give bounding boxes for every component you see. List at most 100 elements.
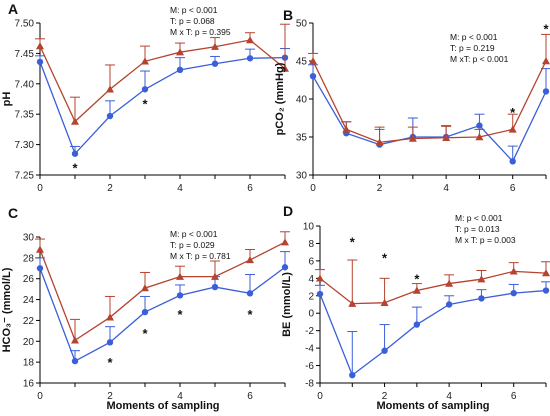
- panel-c-xtick-label: 6: [247, 391, 253, 402]
- panel-c-stat-line: M x T: p = 0.781: [170, 251, 231, 261]
- panel-d-ytick-label: 8: [308, 239, 314, 250]
- panel-d-ytick-label: 6: [308, 256, 314, 267]
- panel-d-ytick-label: 10: [303, 222, 315, 233]
- panel-c-stat-line: T: p = 0.029: [170, 240, 215, 250]
- panel-c-blue-point: [176, 292, 184, 299]
- panel-d-red-point: [477, 275, 486, 283]
- panel-c-ytick-label: 16: [23, 379, 35, 390]
- panel-b-significance-star: *: [510, 105, 516, 120]
- panel-d-blue-point: [542, 287, 550, 294]
- panel-b-ytick-label: 30: [296, 171, 308, 182]
- panel-b-significance-star: *: [543, 21, 549, 36]
- panel-a-stat-line: T: p = 0.068: [170, 16, 215, 26]
- panel-c-red-point: [141, 284, 149, 292]
- panel-a-red-point: [141, 57, 149, 65]
- panel-a-ytick-label: 7.25: [15, 171, 35, 182]
- panel-b-xtick-label: 4: [443, 183, 449, 194]
- panel-d-xtick-label: 6: [511, 391, 517, 402]
- panel-c-red-point: [246, 255, 254, 264]
- panel-d-red-point: [509, 267, 518, 275]
- panel-b-stat-line: M xT: p < 0.001: [450, 54, 509, 64]
- panel-c-red-point: [36, 245, 44, 253]
- panel-a-blue-point: [71, 150, 79, 157]
- panel-c-ytick-label: 18: [23, 358, 35, 369]
- panel-d-red-point: [348, 299, 357, 307]
- panel-c-blue-point: [211, 283, 219, 291]
- panel-c-ytick-label: 22: [23, 316, 35, 327]
- panel-d-blue-point: [381, 347, 388, 354]
- panel-d-ytick-label: 2: [308, 291, 314, 302]
- panel-a-ytick-label: 7.30: [15, 140, 35, 151]
- panel-d-stat-line: M: p < 0.001: [455, 213, 503, 223]
- panel-d-red-point: [316, 274, 324, 282]
- panel-d-ytick-label: 4: [308, 274, 314, 285]
- panel-c-ytick-label: 30: [23, 233, 35, 244]
- panel-c-xtick-label: 0: [37, 391, 43, 402]
- panel-b-stat-line: T: p = 0.219: [450, 43, 495, 53]
- panel-a-stat-line: M x T: p = 0.395: [170, 27, 231, 37]
- panel-b-xtick-label: 6: [510, 183, 516, 194]
- panel-c-significance-star: *: [177, 307, 183, 322]
- panel-d-red-point: [542, 269, 550, 277]
- panel-d-blue-point: [510, 289, 517, 297]
- panel-b-blue-point: [476, 122, 483, 129]
- panel-b-red-point: [442, 133, 451, 141]
- panel-d-ytick-label: 0: [308, 309, 314, 320]
- panel-c-label: C: [8, 205, 18, 221]
- panel-c-blue-point: [36, 265, 44, 272]
- panel-c-stat-line: M: p < 0.001: [170, 229, 218, 239]
- panel-b-red-point: [542, 57, 550, 65]
- panel-d-blue-point: [445, 301, 453, 308]
- panel-d-stat-line: M x T: p = 0.003: [455, 235, 516, 245]
- panel-b-ytick-label: 40: [296, 95, 308, 106]
- panel-b-red-point: [375, 138, 384, 146]
- panel-d-red-line: [319, 270, 547, 305]
- panel-c-y-axis-title: HCO₃⁻ (mmol/L): [1, 267, 13, 352]
- panel-d-blue-point: [413, 321, 421, 328]
- panel-c-ytick-label: 28: [23, 253, 35, 264]
- panel-b-xtick-label: 0: [310, 183, 316, 194]
- panel-d-significance-star: *: [414, 271, 420, 286]
- panel-a-ytick-label: 7.45: [15, 49, 35, 60]
- panel-a-red-point: [71, 117, 79, 125]
- panel-a-red-point: [281, 64, 289, 72]
- panel-d-blue-point: [349, 371, 356, 379]
- panel-c-blue-point: [281, 264, 289, 271]
- panel-d-xtick-label: 0: [317, 391, 323, 402]
- panel-d-blue-point: [316, 290, 324, 298]
- panel-b-blue-point: [309, 73, 317, 80]
- panel-c-blue-line: [39, 266, 286, 363]
- panel-d-red-point: [412, 286, 421, 294]
- panel-d-blue-line: [319, 289, 547, 377]
- panel-d-ytick-label: -6: [305, 361, 314, 372]
- panel-c-xtick-label: 4: [177, 391, 183, 402]
- panel-b-red-point: [342, 125, 351, 133]
- panel-a-red-line: [39, 39, 286, 123]
- panel-d-ytick-label: -8: [305, 379, 314, 390]
- panel-b-ytick-label: 50: [296, 19, 308, 30]
- panel-c-ytick-label: 26: [23, 274, 35, 285]
- panel-c-significance-star: *: [142, 326, 148, 341]
- panel-a-ytick-label: 7.35: [15, 110, 35, 121]
- panel-b-red-line: [312, 60, 547, 143]
- panel-c-red-point: [176, 272, 184, 280]
- panel-a-blue-point: [36, 58, 44, 66]
- panel-c-blue-point: [106, 339, 114, 346]
- panel-c-red-point: [211, 272, 219, 280]
- panel-c-blue-point: [71, 357, 79, 365]
- panel-d-significance-star: *: [350, 235, 356, 250]
- panel-d-stat-line: T: p = 0.013: [455, 224, 500, 234]
- panel-d-label: D: [283, 203, 293, 219]
- panel-a-xtick-label: 2: [107, 183, 113, 194]
- panel-d-ytick-label: -2: [305, 326, 314, 337]
- panel-b-red-point: [408, 134, 417, 142]
- panel-a-xtick-label: 4: [177, 183, 183, 194]
- panel-a-blue-point: [106, 112, 114, 120]
- panel-a-blue-point: [211, 60, 219, 67]
- panel-b-y-axis-title: pCO₂ (mmHg): [274, 62, 286, 135]
- panel-a-red-point: [106, 85, 114, 93]
- panel-b-blue-line: [312, 75, 547, 163]
- panel-d-red-point: [445, 279, 454, 287]
- panel-c-red-line: [39, 241, 286, 342]
